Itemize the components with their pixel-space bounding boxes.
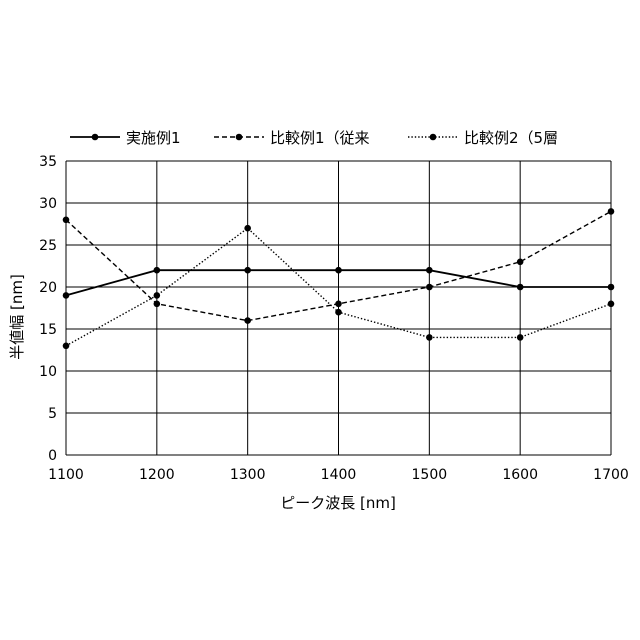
y-tick-label: 10 [39,364,57,380]
x-tick-label: 1100 [48,467,84,483]
y-tick-label: 5 [48,406,57,422]
series-3-point [335,309,342,316]
x-tick-label: 1700 [593,467,629,483]
x-tick-label: 1600 [502,467,538,483]
series-2-point [517,259,524,266]
y-tick-label: 15 [39,322,57,338]
x-tick-label: 1500 [412,467,448,483]
legend-marker-2 [236,134,243,141]
series-3-point [63,343,70,350]
series-1-point [517,284,524,291]
series-1-point [154,267,161,274]
series-2-point [608,208,615,215]
x-tick-label: 1300 [230,467,266,483]
y-tick-label: 35 [39,154,57,170]
grid-lines [66,161,611,455]
series-3-point [154,292,161,299]
series-3-point [517,334,524,341]
legend-marker-3 [430,134,437,141]
series-1-point [608,284,615,291]
series-3-point [426,334,433,341]
series-3-point [608,301,615,308]
y-tick-label: 20 [39,280,57,296]
y-axis-label: 半値幅 [nm] [8,274,26,360]
series-1-point [426,267,433,274]
legend-marker-1 [92,134,99,141]
y-tick-label: 25 [39,238,57,254]
series-1-point [244,267,251,274]
series-2-point [154,301,161,308]
series-3-point [244,225,251,232]
series-2-point [335,301,342,308]
legend-label-2: 比較例1（従来 [270,129,370,147]
y-tick-label: 0 [48,448,57,464]
y-tick-label: 30 [39,196,57,212]
series-1-point [63,292,70,299]
legend-label-1: 実施例1 [126,129,181,147]
series-2-point [426,284,433,291]
legend-label-3: 比較例2（5層 [464,129,558,147]
legend: 実施例1 比較例1（従来 比較例2（5層 [70,129,558,147]
x-axis-label: ピーク波長 [nm] [280,494,396,512]
x-tick-label: 1400 [321,467,357,483]
series-2-point [244,317,251,324]
series-1-point [335,267,342,274]
series-2-point [63,217,70,224]
x-tick-label: 1200 [139,467,175,483]
